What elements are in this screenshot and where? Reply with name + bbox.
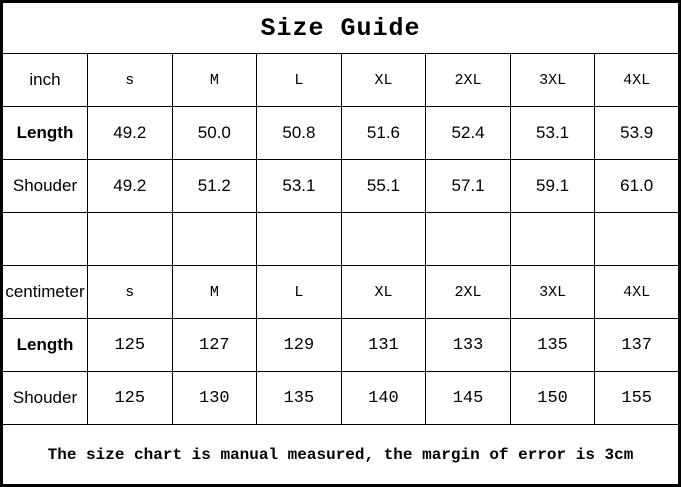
value-cell: 135 <box>509 318 596 372</box>
size-header-cell: L <box>256 53 342 107</box>
value-cell: 57.1 <box>425 159 511 213</box>
footer-row: The size chart is manual measured, the m… <box>1 424 680 486</box>
row-label-shoulder: Shouder <box>1 371 88 425</box>
empty-cell <box>171 212 258 266</box>
empty-cell <box>340 212 427 266</box>
unit-label-inch: inch <box>1 53 88 107</box>
footer-note: The size chart is manual measured, the m… <box>1 424 680 486</box>
value-cell: 129 <box>256 318 342 372</box>
size-header-cell: XL <box>340 265 427 319</box>
value-cell: 133 <box>425 318 511 372</box>
size-header-cell: s <box>87 265 173 319</box>
value-cell: 155 <box>594 371 680 425</box>
row-label-length: Length <box>1 318 88 372</box>
value-cell: 50.8 <box>256 106 342 160</box>
centimeter-length-row: Length 125 127 129 131 133 135 137 <box>1 318 680 372</box>
value-cell: 50.0 <box>171 106 258 160</box>
size-header-cell: 2XL <box>425 53 511 107</box>
value-cell: 145 <box>425 371 511 425</box>
empty-cell <box>256 212 342 266</box>
value-cell: 137 <box>594 318 680 372</box>
value-cell: 51.6 <box>340 106 427 160</box>
size-header-cell: 3XL <box>509 53 596 107</box>
size-header-cell: 4XL <box>594 265 680 319</box>
value-cell: 125 <box>87 371 173 425</box>
size-header-cell: L <box>256 265 342 319</box>
row-label-length: Length <box>1 106 88 160</box>
value-cell: 51.2 <box>171 159 258 213</box>
page-title: Size Guide <box>1 1 680 54</box>
inch-header-row: inch s M L XL 2XL 3XL 4XL <box>1 53 680 107</box>
empty-cell <box>1 212 88 266</box>
title-row: Size Guide <box>1 1 680 54</box>
value-cell: 127 <box>171 318 258 372</box>
value-cell: 52.4 <box>425 106 511 160</box>
centimeter-shoulder-row: Shouder 125 130 135 140 145 150 155 <box>1 371 680 425</box>
empty-cell <box>509 212 596 266</box>
row-label-shoulder: Shouder <box>1 159 88 213</box>
size-header-cell: XL <box>340 53 427 107</box>
value-cell: 135 <box>256 371 342 425</box>
value-cell: 53.1 <box>509 106 596 160</box>
value-cell: 55.1 <box>340 159 427 213</box>
value-cell: 53.9 <box>594 106 680 160</box>
value-cell: 61.0 <box>594 159 680 213</box>
value-cell: 130 <box>171 371 258 425</box>
value-cell: 140 <box>340 371 427 425</box>
value-cell: 131 <box>340 318 427 372</box>
value-cell: 59.1 <box>509 159 596 213</box>
empty-cell <box>425 212 511 266</box>
size-header-cell: M <box>171 265 258 319</box>
value-cell: 125 <box>87 318 173 372</box>
value-cell: 49.2 <box>87 106 173 160</box>
value-cell: 53.1 <box>256 159 342 213</box>
unit-label-centimeter: centimeter <box>1 265 88 319</box>
size-header-cell: s <box>87 53 173 107</box>
inch-length-row: Length 49.2 50.0 50.8 51.6 52.4 53.1 53.… <box>1 106 680 160</box>
inch-shoulder-row: Shouder 49.2 51.2 53.1 55.1 57.1 59.1 61… <box>1 159 680 213</box>
size-header-cell: 4XL <box>594 53 680 107</box>
spacer-row <box>1 212 680 266</box>
size-header-cell: 3XL <box>509 265 596 319</box>
value-cell: 49.2 <box>87 159 173 213</box>
centimeter-header-row: centimeter s M L XL 2XL 3XL 4XL <box>1 265 680 319</box>
size-header-cell: 2XL <box>425 265 511 319</box>
empty-cell <box>87 212 173 266</box>
empty-cell <box>594 212 680 266</box>
size-header-cell: M <box>171 53 258 107</box>
value-cell: 150 <box>509 371 596 425</box>
